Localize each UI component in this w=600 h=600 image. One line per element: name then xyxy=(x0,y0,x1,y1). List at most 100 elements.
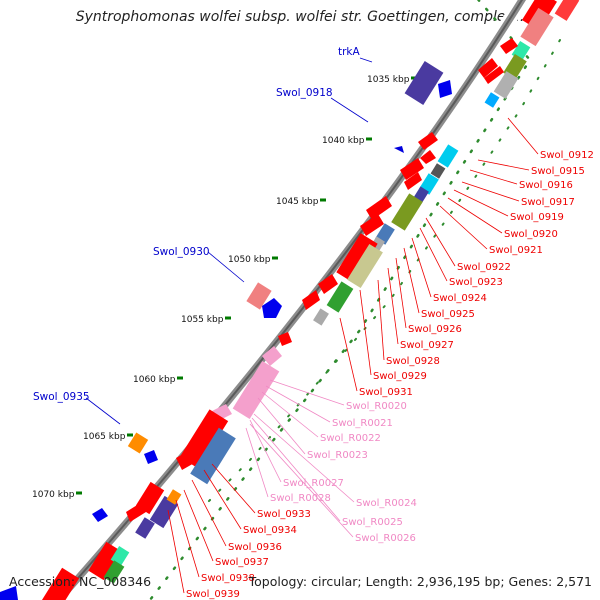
feature-cds xyxy=(418,132,438,150)
feature-cds xyxy=(318,274,338,294)
map-title: Syntrophomonas wolfei subsp. wolfei str.… xyxy=(75,9,525,25)
leader-line xyxy=(265,385,331,423)
gene-label-right: Swol_R0026 xyxy=(355,533,416,544)
feature-cds xyxy=(0,586,18,600)
feature-cds xyxy=(484,92,500,108)
leader-line xyxy=(403,247,420,314)
leader-line xyxy=(461,181,520,202)
feature-cds xyxy=(554,0,580,21)
leader-line xyxy=(425,217,456,267)
feature-cds xyxy=(190,427,236,485)
feature-cds xyxy=(262,298,282,318)
leader-line xyxy=(377,279,385,361)
gene-label-right: Swol_0939 xyxy=(186,589,240,600)
tick-2: 1045 kbp xyxy=(276,197,326,207)
leader-line xyxy=(269,379,345,406)
topology-text: Topology: circular; Length: 2,936,195 bp… xyxy=(248,574,592,589)
leader-line xyxy=(387,267,399,345)
tick-label: 1060 kbp xyxy=(133,375,176,385)
feature-cds xyxy=(520,7,554,47)
feature-cds xyxy=(166,489,182,505)
feature-cds xyxy=(302,290,320,310)
feature-cds xyxy=(420,150,436,164)
gene-label-right: Swol_0917 xyxy=(521,197,575,208)
feature-cds xyxy=(336,233,378,283)
gene-label-right: Swol_0929 xyxy=(373,371,427,382)
tick-7: 1070 kbp xyxy=(32,490,82,500)
gene-label-right: Swol_R0025 xyxy=(342,517,403,528)
feature-cds xyxy=(404,172,422,190)
gene-label-right: Swol_0923 xyxy=(449,277,503,288)
leader-line xyxy=(453,189,509,217)
feature-cds xyxy=(347,243,383,289)
feature-cds xyxy=(484,66,504,84)
feature-cds xyxy=(110,546,130,566)
leader-line xyxy=(395,257,407,329)
leader-line xyxy=(251,417,341,522)
feature-rna xyxy=(232,360,280,420)
feature-cds xyxy=(135,517,155,539)
feature-cds xyxy=(438,80,452,98)
gene-label-right: Swol_0922 xyxy=(457,262,511,273)
leader-line xyxy=(257,397,306,455)
feature-cds xyxy=(92,508,108,522)
feature-cds xyxy=(360,214,384,236)
leader-line xyxy=(507,117,539,155)
gene-label-right: Swol_R0022 xyxy=(320,433,381,444)
tick-0: 1035 kbp xyxy=(367,75,417,85)
gene-label-right: Swol_0920 xyxy=(504,229,558,240)
gene-label-right: Swol_R0027 xyxy=(283,478,344,489)
tick-6: 1065 kbp xyxy=(83,432,133,442)
gene-label-right: Swol_0921 xyxy=(489,245,543,256)
feature-cds xyxy=(478,58,498,78)
gene-label-right: Swol_0915 xyxy=(531,166,585,177)
leader-line xyxy=(167,509,185,594)
leader-line xyxy=(419,227,448,282)
gene-label-right: Swol_0916 xyxy=(519,180,573,191)
inner-dotted-track xyxy=(199,39,561,511)
leader-line xyxy=(339,317,358,392)
gene-label-right: Swol_0936 xyxy=(228,542,282,553)
feature-cds xyxy=(313,308,329,326)
tick-label: 1045 kbp xyxy=(276,197,319,207)
feature-cds xyxy=(430,163,446,179)
leader-line xyxy=(411,237,432,298)
feature-rna xyxy=(262,346,282,366)
gene-label-right: Swol_0934 xyxy=(243,525,297,536)
gene-label-right: Swol_0938 xyxy=(201,573,255,584)
tick-1: 1040 kbp xyxy=(322,136,372,146)
feature-cds xyxy=(394,146,404,153)
leader-line xyxy=(191,479,227,547)
gene-label-left: trkA xyxy=(338,46,361,58)
leader-line xyxy=(183,489,214,562)
leader-line xyxy=(447,197,503,234)
gene-label-right: Swol_0931 xyxy=(359,387,413,398)
gene-label-right: Swol_R0023 xyxy=(307,450,368,461)
leader-line xyxy=(359,289,372,376)
tick-5: 1060 kbp xyxy=(133,375,183,385)
leader-line xyxy=(253,413,355,503)
right-leader-lines xyxy=(167,117,539,594)
feature-cds xyxy=(404,61,444,105)
feature-cds xyxy=(103,560,125,584)
tick-label: 1040 kbp xyxy=(322,136,365,146)
feature-cds xyxy=(149,495,179,529)
tick-label: 1070 kbp xyxy=(32,490,75,500)
leader-line xyxy=(203,469,242,530)
leader-line xyxy=(249,419,282,483)
feature-cds xyxy=(246,282,272,310)
gene-label-right: Swol_0924 xyxy=(433,293,487,304)
leader-lines xyxy=(85,57,373,425)
gene-label-right: Swol_0937 xyxy=(215,557,269,568)
tick-label: 1050 kbp xyxy=(228,255,271,265)
feature-cds xyxy=(500,38,518,54)
gene-label-right: Swol_0925 xyxy=(421,309,475,320)
feature-cds xyxy=(278,332,292,346)
gene-label-right: Swol_R0021 xyxy=(332,418,393,429)
gene-label-right: Swol_0912 xyxy=(540,150,594,161)
leader-line xyxy=(469,169,518,185)
feature-cds xyxy=(88,541,122,581)
leader-line xyxy=(211,463,256,514)
tick-4: 1055 kbp xyxy=(181,315,231,325)
